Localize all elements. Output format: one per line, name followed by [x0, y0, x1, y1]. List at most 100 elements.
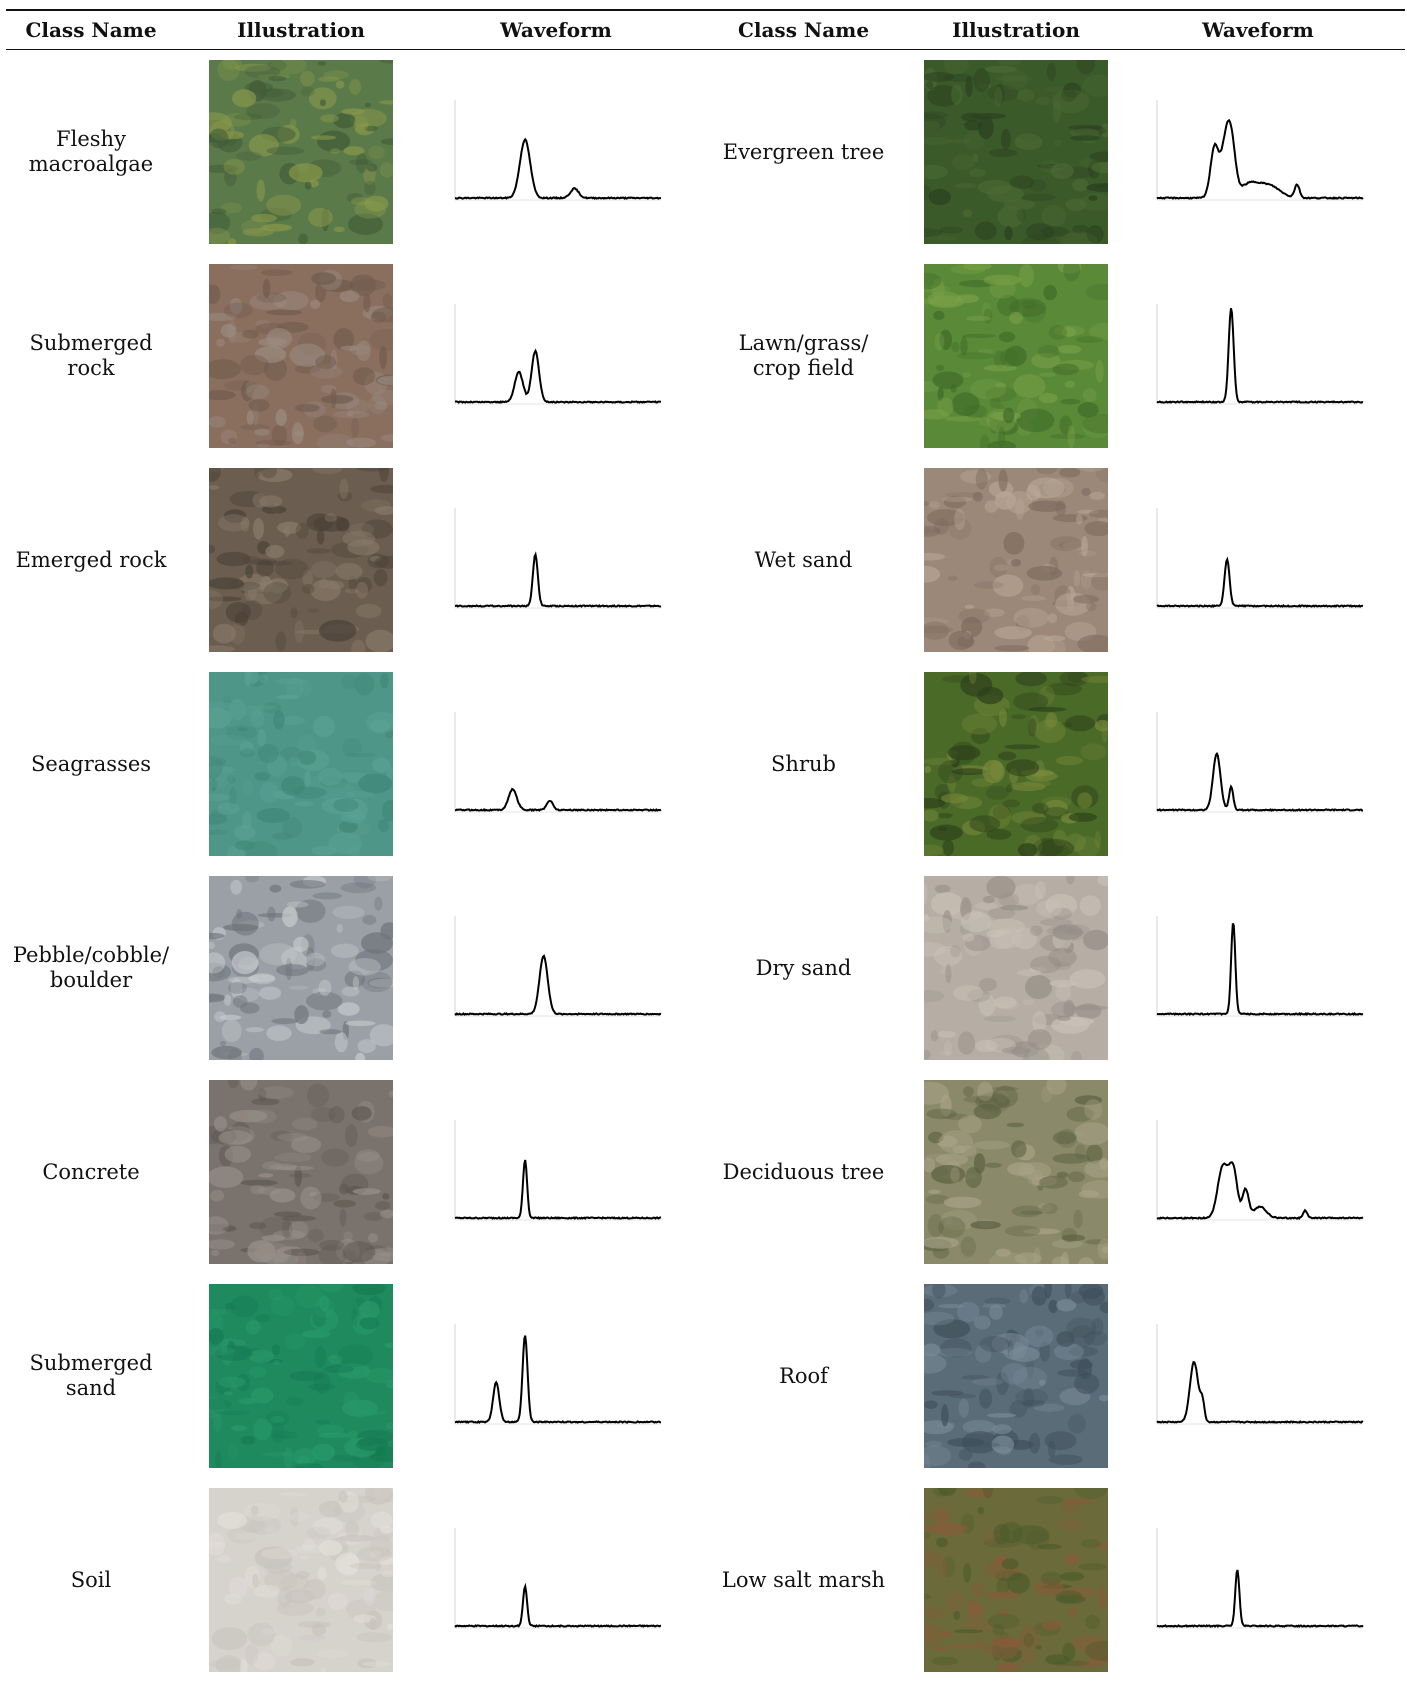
evergreen-tree-texture-spot: [973, 68, 990, 93]
illustration-cell: [921, 1284, 1111, 1468]
deciduous-tree-texture-spot: [938, 1216, 966, 1239]
concrete-texture-spot: [229, 1109, 268, 1123]
pebble-texture-spot: [380, 922, 393, 940]
dry-sand-texture-spot: [1079, 895, 1101, 916]
soil-texture-spot: [345, 1599, 377, 1620]
pebble-texture-spot: [219, 1040, 227, 1047]
submerged-rock-texture-spot: [368, 395, 387, 415]
wet-sand-texture-spot: [948, 630, 974, 651]
submerged-rock-texture-spot: [352, 367, 376, 386]
emerged-rock-texture-spot: [356, 581, 368, 599]
deciduous-tree-texture-spot: [925, 1194, 950, 1204]
seagrasses-texture-spot: [318, 767, 342, 786]
submerged-rock-texture-spot: [220, 323, 236, 338]
wet-sand-texture-spot: [1052, 514, 1088, 523]
low-salt-marsh-texture-spot: [1037, 1543, 1062, 1550]
submerged-sand-texture-spot: [289, 1371, 325, 1381]
concrete-waveform: [454, 1120, 661, 1221]
seagrasses-texture-spot: [299, 678, 312, 698]
dry-sand-texture-spot: [1052, 924, 1083, 940]
roof-texture-spot: [1035, 1328, 1044, 1337]
fleshy-macroalgae-texture-spot: [223, 158, 245, 175]
seagrasses-texture-spot: [378, 819, 390, 833]
roof-texture-spot: [933, 1319, 971, 1339]
waveform-line: [1155, 1360, 1363, 1424]
submerged-rock-texture-spot: [291, 422, 304, 445]
wet-sand-texture-spot: [1027, 477, 1065, 499]
low-salt-marsh-texture-spot: [937, 1559, 948, 1578]
class-name-line: boulder: [49, 968, 133, 992]
soil-texture-spot: [248, 1516, 282, 1535]
concrete-texture-spot: [333, 1199, 356, 1208]
low-salt-marsh-texture-spot: [981, 1643, 997, 1654]
concrete-texture-spot: [260, 1253, 289, 1264]
shrub-texture-spot: [1022, 780, 1052, 787]
class-name-line: Evergreen tree: [722, 139, 885, 164]
submerged-rock-texture-spot: [348, 279, 387, 291]
seagrasses-texture-spot: [341, 674, 358, 690]
lawn-grass-texture-spot: [924, 409, 949, 420]
low-salt-marsh-texture-spot: [993, 1523, 1010, 1545]
submerged-rock-texture-spot: [228, 437, 237, 444]
deciduous-tree-texture-spot: [972, 1140, 1010, 1150]
concrete-texture-spot: [247, 1240, 276, 1263]
seagrasses-texture-spot: [342, 738, 362, 756]
soil-texture-spot: [320, 1667, 327, 1672]
submerged-sand-texture-spot: [359, 1317, 380, 1330]
evergreen-tree-texture-spot: [995, 83, 1005, 105]
fleshy-macroalgae-texture-spot: [256, 179, 265, 202]
lawn-grass-texture-spot: [981, 302, 992, 319]
submerged-sand-texture-spot: [316, 1424, 345, 1436]
submerged-rock-texture-spot: [271, 424, 288, 446]
deciduous-tree-texture-spot: [1041, 1202, 1058, 1215]
dry-sand-texture-spot: [987, 918, 1026, 935]
shrub-texture-spot: [969, 815, 1001, 833]
wet-sand-texture-spot: [1066, 595, 1074, 612]
lawn-grass-texture-spot: [983, 308, 993, 324]
low-salt-marsh-texture-spot: [987, 1613, 1020, 1629]
evergreen-tree-texture-spot: [997, 60, 1022, 66]
concrete-texture-spot: [379, 1209, 393, 1219]
fleshy-macroalgae-texture-spot: [368, 145, 385, 160]
concrete-texture-spot: [292, 1117, 318, 1131]
shrub-texture-spot: [936, 813, 953, 819]
fleshy-macroalgae-texture-spot: [341, 108, 365, 115]
class-name: Submerged rock: [6, 331, 176, 381]
dry-sand-texture-spot: [1056, 1015, 1071, 1021]
fleshy-macroalgae-illustration: [209, 60, 393, 244]
soil-texture-spot: [349, 1562, 382, 1570]
soil-texture-spot: [369, 1550, 382, 1558]
low-salt-marsh-texture-spot: [1064, 1553, 1080, 1565]
pebble-texture-spot: [306, 947, 316, 972]
evergreen-tree-texture-spot: [954, 183, 977, 189]
emerged-rock-texture-spot: [356, 468, 390, 472]
class-name-line: Fleshy: [56, 127, 126, 151]
fleshy-macroalgae-texture-spot: [248, 134, 279, 157]
submerged-rock-texture-spot: [356, 340, 371, 362]
fleshy-macroalgae-texture-spot: [366, 163, 378, 172]
pebble-texture-spot: [209, 993, 226, 1003]
concrete-texture-spot: [382, 1193, 390, 1200]
evergreen-tree-texture-spot: [974, 221, 997, 241]
deciduous-tree-texture-spot: [993, 1090, 1009, 1103]
concrete-texture-spot: [300, 1186, 322, 1210]
submerged-sand-illustration: [209, 1284, 393, 1468]
evergreen-tree-texture-spot: [1035, 96, 1051, 106]
shrub-texture-spot: [982, 759, 1005, 784]
lawn-grass-texture-spot: [1057, 344, 1081, 354]
pebble-texture-spot: [266, 1025, 292, 1041]
submerged-sand-texture-spot: [358, 1437, 376, 1447]
deciduous-tree-texture-spot: [1078, 1190, 1099, 1199]
emerged-rock-texture-spot: [370, 484, 393, 494]
wet-sand-texture-spot: [1082, 572, 1108, 578]
low-salt-marsh-texture-spot: [1040, 1571, 1063, 1585]
submerged-rock-texture-spot: [242, 329, 259, 339]
fleshy-macroalgae-texture-spot: [333, 112, 356, 129]
evergreen-tree-texture-spot: [1000, 128, 1011, 150]
deciduous-tree-texture-spot: [945, 1216, 953, 1225]
dry-sand-texture-spot: [1016, 969, 1042, 977]
class-name: Evergreen tree: [686, 140, 921, 165]
dry-sand-texture-spot: [1049, 979, 1077, 988]
fleshy-macroalgae-texture-spot: [311, 135, 337, 140]
emerged-rock-texture-spot: [244, 582, 257, 602]
